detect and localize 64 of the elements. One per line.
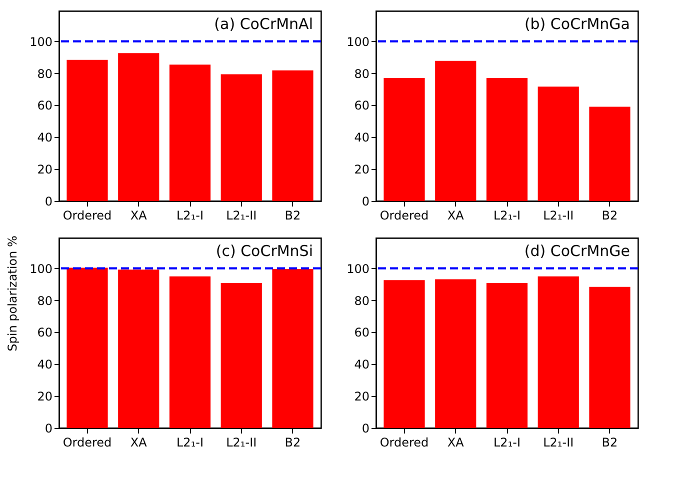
x-tick-label: L2₁-I [494, 436, 520, 450]
y-tick-label: 100 [30, 34, 52, 49]
chart-title: (c) CoCrMnSi [216, 242, 313, 260]
x-tick-label: L2₁-I [494, 208, 520, 222]
y-axis-title: Spin polarization % [6, 236, 20, 352]
chart-title: (b) CoCrMnGa [524, 15, 630, 33]
x-tick-label: L2₁-I [176, 208, 204, 222]
y-tick-label: 40 [37, 130, 52, 145]
y-tick-label: 100 [346, 34, 370, 49]
y-tick-label: 0 [362, 194, 370, 208]
bar [589, 286, 630, 428]
y-tick-label: 40 [37, 358, 52, 372]
x-tick-label: L2₁-II [226, 436, 257, 450]
bar [486, 283, 528, 428]
y-tick-label: 20 [354, 390, 370, 404]
x-tick-label: B2 [602, 436, 618, 450]
y-tick-label: 60 [37, 98, 52, 113]
x-tick-label: XA [130, 436, 148, 450]
x-tick-label: L2₁-I [176, 436, 204, 450]
y-tick-label: 40 [354, 130, 370, 145]
x-tick-label: L2₁-II [543, 436, 574, 450]
y-tick-label: 80 [354, 66, 370, 81]
y-tick-label: 20 [354, 162, 370, 177]
chart-title: (a) CoCrMnAl [214, 15, 313, 33]
bar [118, 53, 160, 201]
bar [538, 86, 579, 201]
y-tick-label: 40 [354, 358, 370, 372]
x-tick-label: XA [130, 208, 148, 222]
y-tick-label: 80 [37, 294, 52, 308]
y-tick-label: 0 [44, 194, 52, 208]
y-tick-label: 60 [354, 326, 370, 340]
bar [272, 70, 314, 201]
y-tick-label: 60 [354, 98, 370, 113]
x-tick-label: Ordered [380, 208, 429, 222]
chart-title: (d) CoCrMnGe [524, 242, 630, 260]
y-tick-label: 20 [37, 390, 52, 404]
bar [384, 280, 425, 428]
x-tick-label: XA [447, 436, 465, 450]
bar [384, 78, 425, 201]
bar [66, 60, 108, 201]
y-tick-label: 80 [37, 66, 52, 81]
bar [538, 276, 579, 428]
x-tick-label: Ordered [62, 436, 112, 450]
x-tick-label: B2 [284, 208, 301, 222]
y-tick-label: 100 [30, 262, 52, 276]
bar [589, 106, 630, 201]
y-tick-label: 0 [362, 422, 370, 436]
x-tick-label: Ordered [62, 208, 112, 222]
y-tick-label: 60 [37, 326, 52, 340]
y-tick-label: 80 [354, 294, 370, 308]
x-tick-label: B2 [284, 436, 301, 450]
x-tick-label: L2₁-II [543, 208, 574, 222]
bar [169, 64, 211, 201]
x-tick-label: B2 [602, 208, 618, 222]
bar [486, 78, 528, 201]
bar [220, 74, 262, 201]
bar [435, 60, 476, 201]
y-tick-label: 0 [44, 422, 52, 436]
y-tick-label: 20 [37, 162, 52, 177]
bar [435, 279, 476, 428]
x-tick-label: XA [447, 208, 465, 222]
y-tick-label: 100 [346, 262, 370, 276]
x-tick-label: Ordered [380, 436, 429, 450]
x-tick-label: L2₁-II [226, 208, 257, 222]
